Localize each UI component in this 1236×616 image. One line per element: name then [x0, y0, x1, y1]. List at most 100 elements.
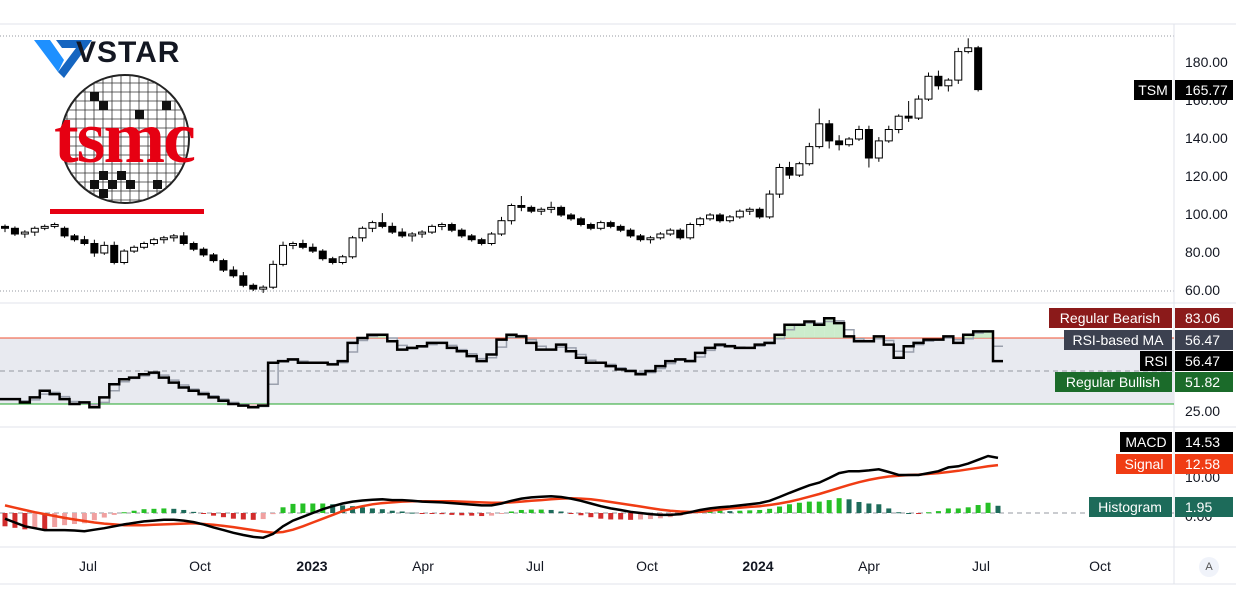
auto-scale-button[interactable]: A	[1199, 557, 1219, 577]
rsi-band	[0, 337, 1174, 405]
candle-up	[596, 222, 605, 229]
candle-down	[249, 284, 258, 290]
histogram-bar	[836, 498, 842, 513]
candle-up	[775, 167, 784, 195]
candle-down	[626, 229, 635, 237]
price-tick: 180.00	[1185, 54, 1228, 70]
candle-up	[725, 216, 734, 222]
candle-down	[447, 224, 456, 231]
candle-down	[10, 227, 19, 235]
histogram-bar	[806, 501, 812, 513]
candle-up	[418, 231, 427, 235]
histogram-bar	[340, 505, 346, 513]
rsi-overbought-fill	[973, 331, 984, 338]
signal-line	[4, 463, 999, 535]
candle-up	[944, 79, 953, 87]
histogram-bar	[161, 508, 167, 513]
histogram-bar	[518, 509, 524, 513]
candle-up	[169, 235, 178, 239]
candle-down	[328, 258, 337, 264]
rsi-overbought-fill	[814, 324, 825, 338]
histogram-bar	[598, 513, 604, 519]
rsi-overbought-fill	[506, 334, 517, 338]
histogram-bar	[359, 507, 365, 513]
candle-down	[864, 129, 873, 159]
candle-up	[795, 163, 804, 176]
price-tick: 80.00	[1185, 244, 1220, 260]
rsi-overbought-fill	[824, 318, 835, 338]
candle-down	[90, 243, 99, 254]
rsi-tags: Regular Bearish 83.06 RSI-based MA 56.47…	[1049, 308, 1233, 392]
histogram-bar	[280, 507, 286, 513]
histogram-bar	[826, 500, 832, 513]
histogram-bar	[12, 513, 18, 528]
candle-down	[606, 222, 615, 227]
candle-up	[656, 233, 665, 239]
histogram-bar	[250, 513, 256, 520]
x-tick-label: Apr	[412, 558, 434, 574]
histogram-bar	[489, 513, 495, 516]
candle-up	[686, 224, 695, 239]
candle-down	[398, 231, 407, 237]
histogram-bar	[151, 508, 157, 513]
candle-up	[735, 210, 744, 218]
candle-down	[378, 222, 387, 227]
macd-tags: MACD 14.53 Signal 12.58 Histogram 1.95	[1089, 432, 1233, 517]
candles	[1, 38, 983, 293]
x-tick-label: 2024	[742, 558, 773, 574]
rsi-tick: 25.00	[1185, 403, 1220, 419]
candle-down	[567, 214, 576, 220]
histogram-bar	[290, 503, 296, 513]
histogram-bar	[459, 513, 465, 516]
bearish-value: 83.06	[1185, 310, 1220, 326]
candle-down	[527, 206, 536, 212]
histogram-bar	[230, 513, 236, 519]
histogram-bar	[32, 513, 38, 529]
candle-up	[368, 222, 377, 229]
histogram-bar	[717, 510, 723, 513]
rsi-oversold-fill	[248, 404, 259, 408]
histogram-bar	[538, 509, 544, 513]
rsi-oversold-fill	[89, 404, 100, 408]
candle-up	[358, 227, 367, 239]
histogram-bar	[300, 503, 306, 513]
price-tick: 60.00	[1185, 282, 1220, 298]
histogram-bar	[618, 513, 624, 520]
price-tick: 100.00	[1185, 206, 1228, 222]
rsi-lines	[0, 316, 1003, 409]
rsi-overbought-fill	[983, 331, 994, 338]
histogram-bar	[52, 513, 58, 528]
histogram-bar	[101, 513, 107, 518]
macd-line	[4, 454, 999, 539]
x-tick-label: Oct	[1089, 558, 1111, 574]
macd-lines	[4, 454, 999, 539]
candle-up	[120, 250, 129, 264]
candle-down	[586, 224, 595, 229]
histogram-bar	[181, 509, 187, 513]
histogram-bar	[369, 508, 375, 513]
histogram-label: Histogram	[1098, 499, 1162, 515]
candle-down	[576, 218, 585, 226]
price-tag-value: 165.77	[1185, 82, 1228, 98]
histogram-bar	[975, 505, 981, 513]
bullish-value: 51.82	[1185, 374, 1220, 390]
histogram-bar	[955, 508, 961, 513]
histogram-bar	[846, 499, 852, 513]
histogram-bar	[985, 502, 991, 513]
histogram-bar	[479, 513, 485, 517]
candle-down	[1, 225, 9, 229]
candle-up	[140, 243, 149, 248]
x-tick-label: Jul	[526, 558, 544, 574]
histogram-bar	[449, 513, 455, 515]
candle-up	[706, 214, 715, 220]
candle-up	[765, 193, 774, 218]
candle-up	[159, 237, 168, 241]
histogram-bar	[240, 513, 246, 520]
candle-up	[964, 47, 973, 53]
histogram-bar	[995, 505, 1001, 513]
rsi-overbought-fill	[963, 334, 974, 338]
x-tick-label: Apr	[858, 558, 880, 574]
candle-down	[457, 229, 466, 237]
x-tick-label: Jul	[79, 558, 97, 574]
